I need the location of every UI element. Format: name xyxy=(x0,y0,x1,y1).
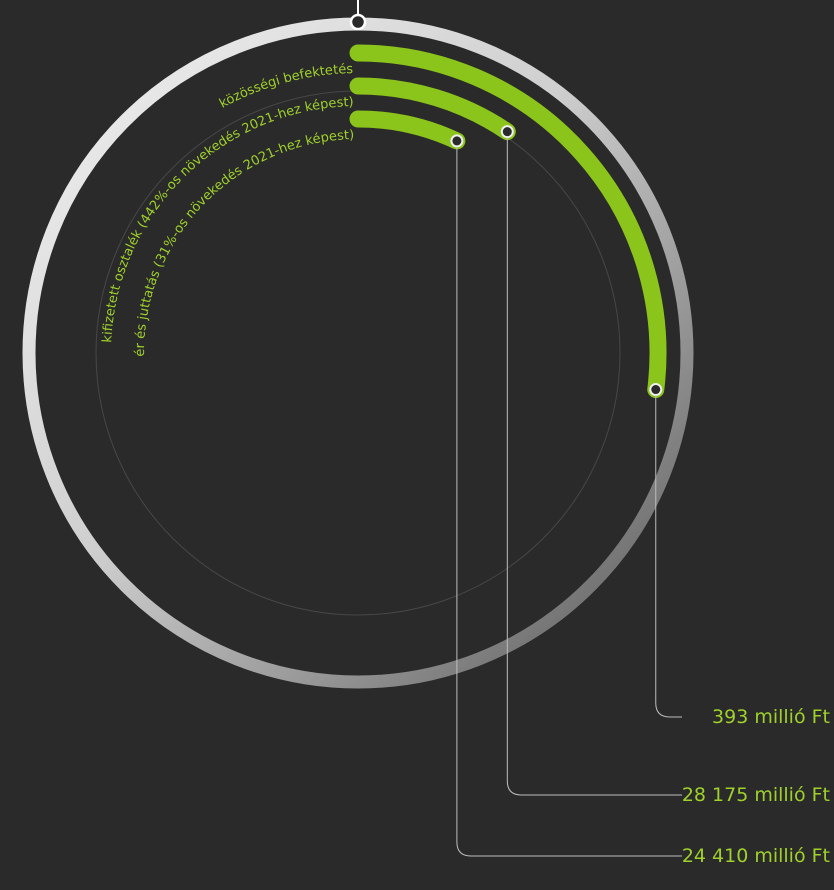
bar-end-marker-0 xyxy=(649,383,663,397)
bar-arc-2 xyxy=(349,110,466,150)
leader-line-2 xyxy=(456,146,682,857)
leader-line-1 xyxy=(506,137,682,796)
top-connector-dot xyxy=(349,13,367,31)
leader-line-0 xyxy=(655,395,682,718)
bar-layer xyxy=(349,44,667,399)
bar-arc-0 xyxy=(349,44,667,399)
inner-guide-ring xyxy=(95,90,621,616)
value-label-2: 24 410 millió Ft xyxy=(682,845,830,867)
bar-end-marker-2 xyxy=(450,134,464,148)
bar-end-marker-1 xyxy=(500,125,514,139)
value-label-0: 393 millió Ft xyxy=(712,706,830,728)
value-label-layer: 393 millió Ft 28 175 millió Ft 24 410 mill… xyxy=(682,706,830,867)
leader-layer xyxy=(456,137,682,857)
value-label-1: 28 175 millió Ft xyxy=(682,784,830,806)
bar-arc-1 xyxy=(349,77,516,141)
